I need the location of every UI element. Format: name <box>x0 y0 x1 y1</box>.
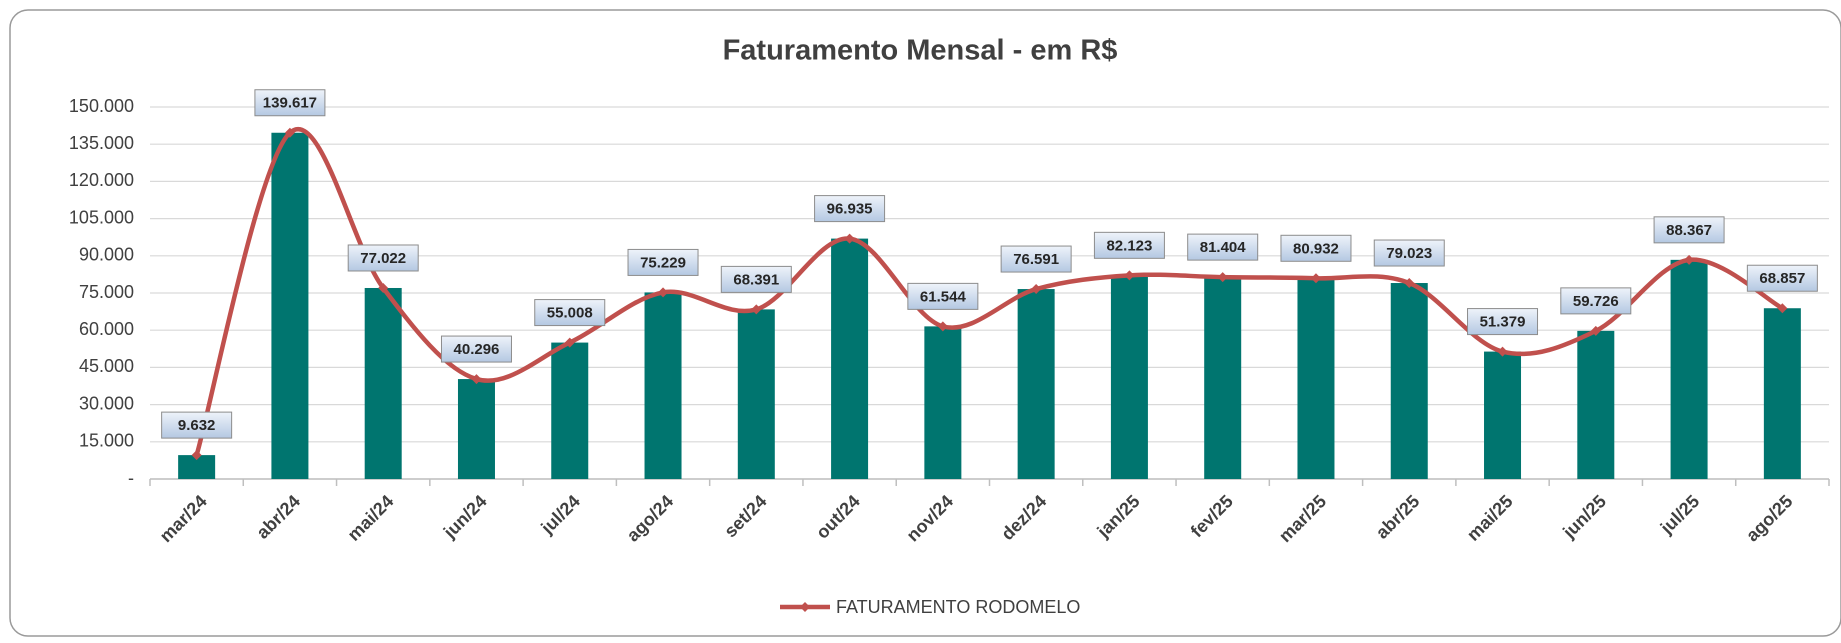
line-marker <box>658 287 669 298</box>
line-marker <box>191 450 202 461</box>
line-marker <box>1777 303 1788 314</box>
y-tick-label: 135.000 <box>69 133 134 153</box>
data-label-box <box>1467 308 1539 336</box>
line-marker <box>1497 346 1508 357</box>
line-marker <box>1124 270 1135 281</box>
data-label-box <box>1093 231 1165 259</box>
data-label: 96.935 <box>827 201 873 218</box>
bar <box>1577 330 1615 479</box>
data-label-box <box>1373 239 1445 267</box>
bar <box>1763 308 1801 479</box>
y-tick-label: 90.000 <box>79 245 134 265</box>
data-label: 55.008 <box>547 305 593 322</box>
bar <box>924 326 962 479</box>
data-label-box <box>627 248 699 276</box>
line-marker <box>751 304 762 315</box>
data-label-box <box>347 244 419 272</box>
line-marker <box>284 127 295 138</box>
line-marker <box>844 233 855 244</box>
data-label: 81.404 <box>1200 239 1247 256</box>
bar <box>551 342 589 479</box>
y-tick-label: 120.000 <box>69 170 134 190</box>
bar <box>1204 277 1242 479</box>
data-label: 9.632 <box>178 417 216 434</box>
data-label: 68.857 <box>1759 270 1805 287</box>
line-marker <box>471 374 482 385</box>
bar <box>1670 259 1708 479</box>
line-marker <box>1031 284 1042 295</box>
y-tick-label: 105.000 <box>69 207 134 227</box>
data-label-box <box>814 195 886 223</box>
chart-title: Faturamento Mensal - em R$ <box>723 35 1118 67</box>
line-marker <box>1684 254 1695 265</box>
bar <box>1110 275 1148 479</box>
y-tick-label: 30.000 <box>79 393 134 413</box>
data-label-box <box>1653 216 1725 244</box>
bar <box>737 309 775 479</box>
y-tick-label: 75.000 <box>79 282 134 302</box>
data-label-box <box>161 411 233 439</box>
data-label: 139.617 <box>263 95 317 112</box>
line-marker <box>1404 278 1415 289</box>
y-tick-label: 150.000 <box>69 96 134 116</box>
bar <box>644 292 682 479</box>
data-label: 61.544 <box>920 288 967 305</box>
bar <box>1484 351 1522 479</box>
line-marker <box>378 282 389 293</box>
data-label: 40.296 <box>454 341 500 358</box>
data-label-box <box>440 335 512 363</box>
bar <box>831 238 869 479</box>
data-label-box <box>1746 264 1818 292</box>
legend-label: FATURAMENTO RODOMELO <box>836 597 1080 617</box>
data-label-box <box>1000 245 1072 273</box>
line-marker <box>1217 272 1228 283</box>
data-label: 80.932 <box>1293 240 1339 257</box>
data-label: 51.379 <box>1480 314 1526 331</box>
data-label: 68.391 <box>733 271 779 288</box>
bar <box>271 132 309 479</box>
line-marker <box>564 337 575 348</box>
data-label: 59.726 <box>1573 293 1619 310</box>
data-label-box <box>254 89 326 117</box>
y-tick-label: 60.000 <box>79 319 134 339</box>
data-label: 76.591 <box>1013 251 1059 268</box>
data-label-box <box>907 282 979 310</box>
data-label-box <box>1560 287 1632 315</box>
line-marker <box>937 321 948 332</box>
y-tick-label: 45.000 <box>79 356 134 376</box>
data-label: 88.367 <box>1666 222 1712 239</box>
bar <box>1297 278 1335 479</box>
y-tick-label: - <box>128 468 134 488</box>
data-label-box <box>1187 233 1259 261</box>
bar <box>1017 289 1055 479</box>
bar <box>457 379 495 479</box>
line-marker <box>1590 325 1601 336</box>
bar <box>1390 283 1428 479</box>
bar <box>364 287 402 479</box>
bar <box>178 455 216 479</box>
data-label: 75.229 <box>640 254 686 271</box>
legend-marker <box>800 602 810 612</box>
data-label-box <box>720 265 792 293</box>
line-marker <box>1310 273 1321 284</box>
data-label: 77.022 <box>360 250 406 267</box>
data-label-box <box>1280 234 1352 262</box>
data-label: 82.123 <box>1106 237 1152 254</box>
y-tick-label: 15.000 <box>79 431 134 451</box>
data-label: 79.023 <box>1386 245 1432 262</box>
data-label-box <box>534 299 606 327</box>
